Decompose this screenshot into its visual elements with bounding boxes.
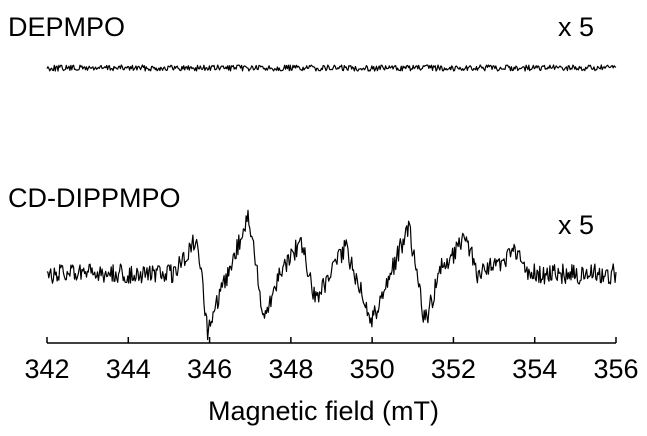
series-label-cd-dippmpo: CD-DIPPMPO [8, 183, 181, 213]
x-tick-label: 350 [349, 354, 395, 384]
scale-label-depmpo: x 5 [558, 12, 595, 42]
x-tick-label: 354 [512, 354, 558, 384]
x-tick-label: 342 [24, 354, 70, 384]
series-label-depmpo: DEPMPO [8, 12, 126, 42]
x-tick-label: 346 [187, 354, 233, 384]
x-tick-label: 352 [430, 354, 476, 384]
x-tick-label: 356 [593, 354, 639, 384]
scale-label-cd-dippmpo: x 5 [558, 210, 595, 240]
x-axis-title: Magnetic field (mT) [207, 396, 440, 426]
series-line-depmpo [46, 64, 617, 72]
x-tick-label: 348 [268, 354, 314, 384]
x-tick-label: 344 [105, 354, 151, 384]
series-line-cd-dippmpo [46, 209, 617, 341]
